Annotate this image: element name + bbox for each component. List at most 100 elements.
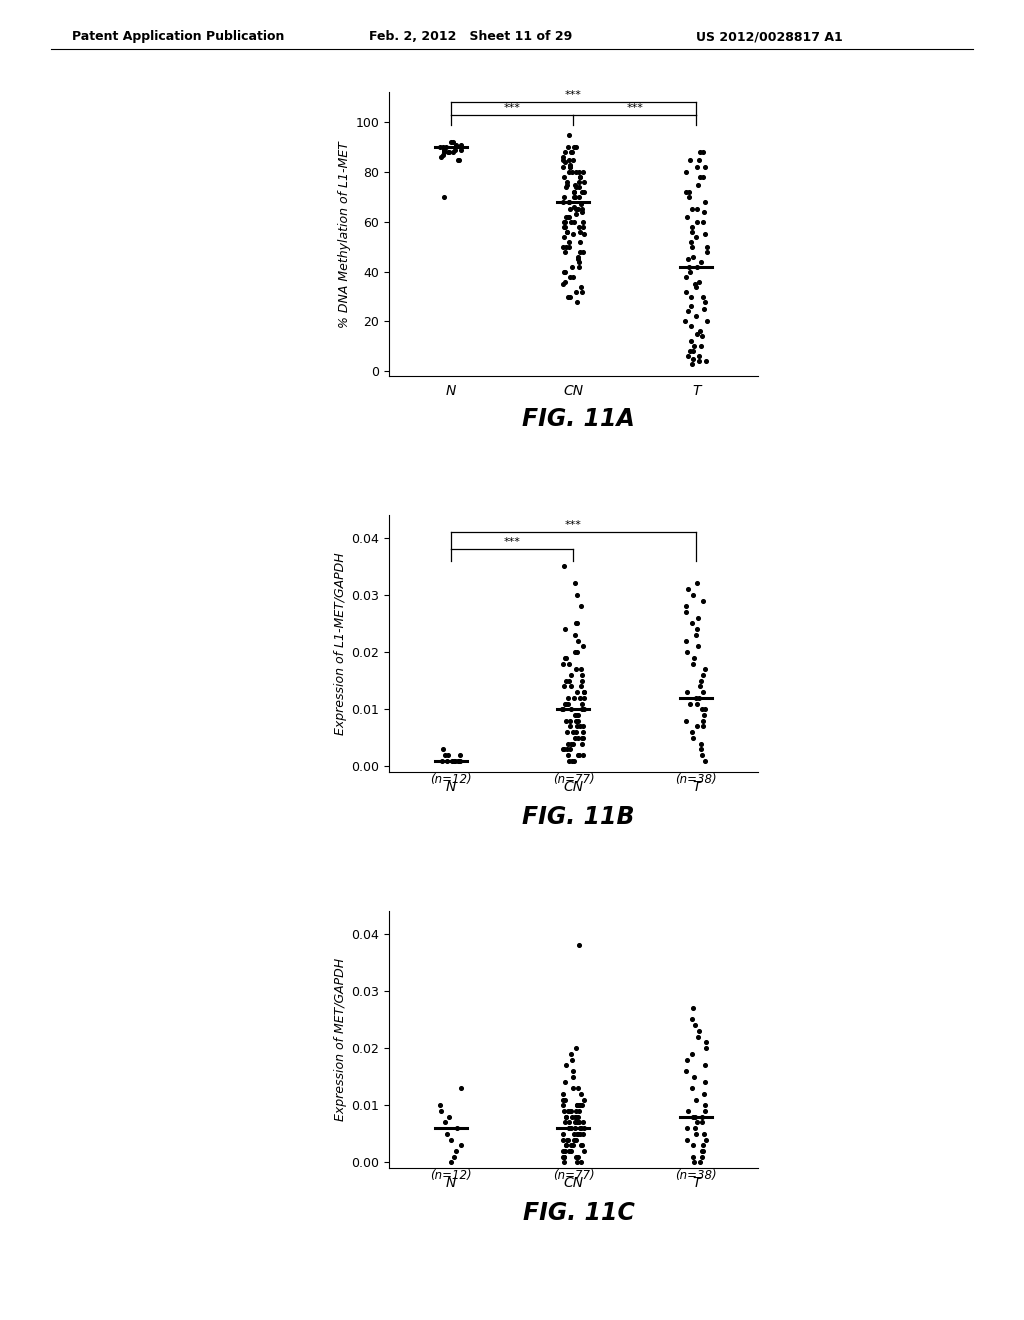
Point (563, 141, 580, 162)
Point (436, 141, 453, 162)
Point (570, 935, 587, 956)
Point (691, 346, 708, 367)
Point (566, 573, 583, 594)
Text: Patent Application Publication: Patent Application Publication (72, 30, 284, 44)
Point (445, 1146, 462, 1167)
Point (556, 226, 572, 247)
Point (571, 715, 588, 737)
Point (564, 161, 581, 182)
Point (571, 688, 588, 709)
Point (556, 186, 572, 207)
Text: ***: *** (504, 103, 520, 112)
Point (439, 141, 456, 162)
Point (561, 161, 578, 182)
Point (695, 211, 712, 232)
Point (696, 705, 713, 726)
Point (679, 1049, 695, 1071)
Point (443, 750, 460, 771)
Point (696, 1101, 713, 1122)
Point (563, 1118, 580, 1139)
Point (569, 1146, 586, 1167)
Point (568, 1146, 585, 1167)
Point (569, 246, 586, 267)
Point (570, 744, 587, 766)
Point (574, 211, 591, 232)
Point (564, 1077, 581, 1098)
Point (571, 177, 588, 198)
Point (563, 1140, 580, 1162)
Text: ***: *** (565, 520, 582, 531)
Point (565, 1067, 582, 1088)
Point (684, 199, 700, 220)
Point (696, 750, 713, 771)
Point (555, 1129, 571, 1150)
Point (565, 722, 582, 743)
Point (575, 1111, 592, 1133)
Point (575, 172, 592, 193)
Point (569, 290, 586, 312)
Point (450, 750, 466, 771)
Point (555, 149, 571, 170)
Point (678, 710, 694, 731)
Point (441, 1106, 458, 1127)
Point (560, 1129, 577, 1150)
Point (686, 1067, 702, 1088)
Point (688, 1089, 705, 1110)
Point (685, 585, 701, 606)
Point (573, 676, 590, 697)
Point (562, 267, 579, 288)
Point (443, 132, 460, 153)
Point (564, 1135, 581, 1156)
Point (568, 681, 585, 702)
Point (690, 1026, 707, 1047)
Point (557, 1111, 573, 1133)
Point (680, 301, 696, 322)
Text: FIG. 11A: FIG. 11A (522, 407, 635, 430)
Point (558, 1135, 574, 1156)
Point (559, 174, 575, 195)
Point (572, 1123, 589, 1144)
Point (561, 191, 578, 213)
Point (685, 246, 701, 267)
Point (560, 136, 577, 157)
Point (690, 271, 707, 292)
Point (685, 1135, 701, 1156)
Point (441, 141, 458, 162)
Point (685, 341, 701, 362)
Point (571, 186, 588, 207)
Point (569, 642, 586, 663)
Point (568, 177, 585, 198)
Point (691, 1020, 708, 1041)
Point (565, 688, 582, 709)
Point (572, 1094, 589, 1115)
Point (556, 676, 572, 697)
Text: US 2012/0028817 A1: US 2012/0028817 A1 (696, 30, 843, 44)
Point (568, 612, 585, 634)
Text: (n=38): (n=38) (676, 774, 717, 787)
Point (695, 141, 712, 162)
Point (572, 1152, 589, 1173)
Point (560, 1118, 577, 1139)
Point (562, 710, 579, 731)
Point (692, 321, 709, 342)
Point (558, 1129, 574, 1150)
Point (688, 693, 705, 714)
Point (688, 323, 705, 345)
Point (682, 149, 698, 170)
Point (556, 216, 572, 238)
Point (692, 166, 709, 187)
Point (682, 315, 698, 337)
Point (559, 733, 575, 754)
Point (560, 1101, 577, 1122)
Point (563, 1101, 580, 1122)
Point (567, 1106, 584, 1127)
Point (451, 149, 467, 170)
Point (577, 181, 593, 202)
Point (566, 705, 583, 726)
Point (557, 261, 573, 282)
Point (693, 335, 710, 356)
Point (684, 348, 700, 370)
Point (569, 1077, 586, 1098)
Text: ***: *** (565, 90, 582, 100)
Point (559, 722, 575, 743)
